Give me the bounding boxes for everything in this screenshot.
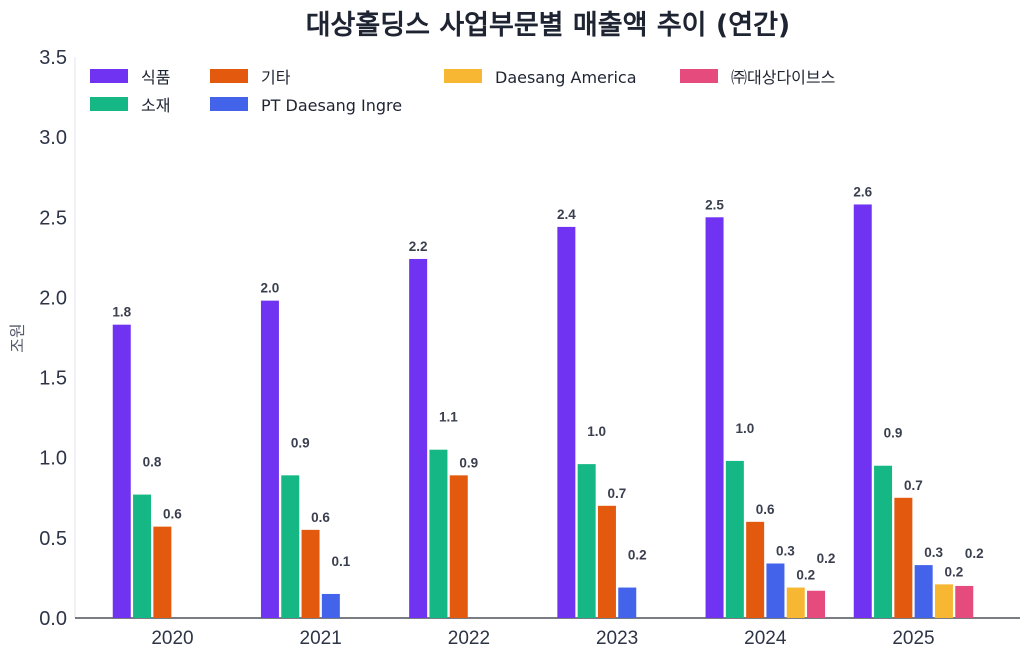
data-label: 2.6 [853,184,872,199]
bar [807,590,826,618]
legend-label: 기타 [261,68,291,87]
legend-swatch [210,69,248,83]
bar [874,465,893,618]
data-label: 0.7 [904,478,923,493]
legend-label: 소재 [141,96,170,115]
axes: 0.0 0.5 1.0 1.5 2.0 2.5 3.0 3.5 2020 2021 2022 2023… [39,47,1020,649]
x-tick-label: 2021 [300,628,342,649]
bar [934,584,953,618]
data-label: 0.1 [331,554,350,569]
data-label: 0.9 [884,426,903,441]
data-label: 0.7 [608,486,627,501]
x-tick-label: 2022 [448,628,490,649]
legend-swatch [210,97,248,111]
x-tick-label: 2020 [151,628,193,649]
data-label: 0.9 [459,455,478,470]
data-label: 0.9 [291,435,310,450]
legend-swatch [444,69,482,83]
data-label: 0.6 [311,510,330,525]
y-tick-label: 2.5 [39,207,67,229]
data-label: 0.3 [776,544,795,559]
data-label: 0.2 [817,551,836,566]
bar [618,587,637,618]
data-label: 1.1 [439,410,458,425]
chart-title: 대상홀딩스 사업부문별 매출액 추이 (연간) [306,10,791,41]
legend-swatch [680,69,718,83]
bar [409,258,428,618]
bar [766,563,785,618]
bar [449,475,468,618]
data-label: 0.2 [796,568,815,583]
y-tick-label: 1.0 [39,448,67,470]
data-label: 0.2 [945,564,964,579]
data-label: 1.0 [735,421,754,436]
data-label: 0.3 [924,545,943,560]
data-label: 0.2 [965,546,984,561]
data-label: 1.8 [112,305,131,320]
legend-swatch [90,97,128,111]
data-label: 1.0 [587,424,606,439]
data-label: 0.8 [143,455,162,470]
y-axis-label: 조원 [8,323,27,352]
bar [705,217,724,619]
legend-label: PT Daesang Ingre [261,96,402,115]
data-label: 0.2 [628,548,647,563]
bar [321,593,340,618]
data-label: 0.6 [756,502,775,517]
data-label: 2.5 [705,197,724,212]
bar [894,497,913,618]
legend-swatch [90,69,128,83]
data-label: 0.6 [163,507,182,522]
y-tick-label: 0.0 [39,608,67,630]
data-label: 2.2 [409,239,428,254]
bar [914,565,933,618]
bar [786,587,805,618]
bar [112,324,131,618]
data-label: 2.0 [261,281,280,296]
x-tick-label: 2025 [892,628,934,649]
y-tick-label: 0.5 [39,528,67,550]
y-tick-label: 2.0 [39,287,67,309]
bar [725,460,744,618]
data-label: 2.4 [557,207,576,222]
x-tick-label: 2023 [596,628,638,649]
y-tick-label: 3.5 [39,47,67,69]
bar [153,526,172,618]
x-tick-label: 2024 [744,628,787,649]
bar [281,475,300,618]
y-tick-label: 3.0 [39,127,67,149]
bar [853,204,872,618]
bar [557,226,576,618]
bars [112,204,974,619]
bar [260,300,279,618]
bar [429,449,448,618]
data-labels: 1.8 0.8 0.6 2.0 0.9 0.6 0.1 2.2 1.1 0.9 2.4 1.0 0.7 0… [112,184,983,582]
bar [597,505,616,618]
bar [133,494,152,618]
bar [955,585,974,618]
bar [577,464,596,618]
bar [301,529,320,618]
bar [746,521,765,618]
legend-label: Daesang America [495,68,637,87]
legend-label: ㈜대상다이브스 [731,68,835,87]
legend-label: 식품 [141,68,170,87]
y-tick-label: 1.5 [39,368,67,390]
